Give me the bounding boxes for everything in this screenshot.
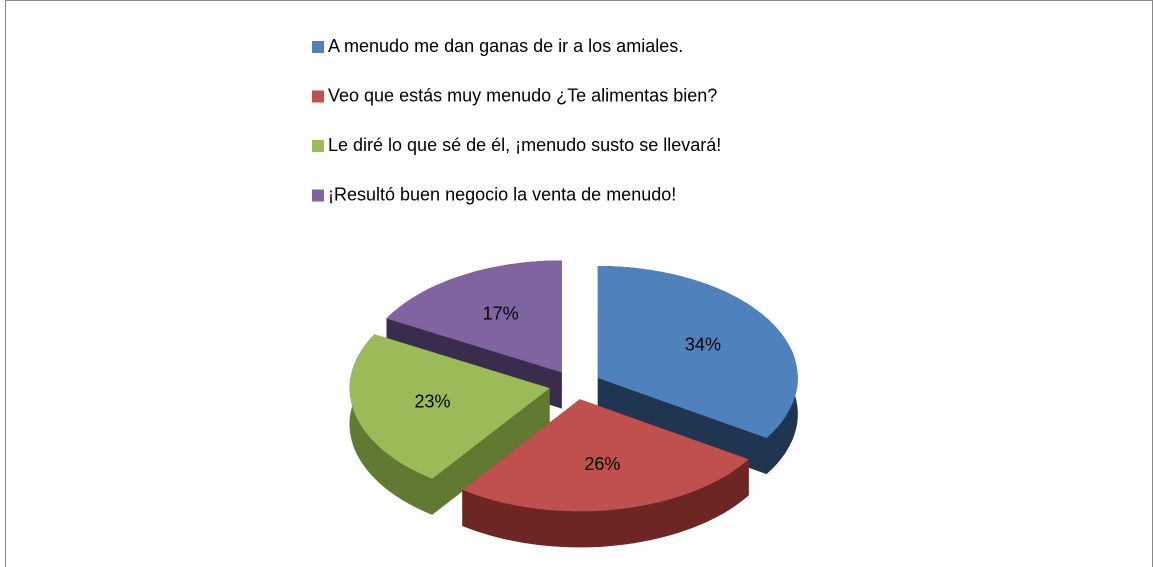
data-label: 34% — [685, 334, 721, 354]
legend-label: ¡Resultó buen negocio la venta de menudo… — [328, 184, 676, 204]
data-label: 17% — [483, 303, 519, 323]
legend-swatch — [312, 41, 324, 53]
slice-wall — [432, 388, 550, 515]
legend-label: Le diré lo que sé de él, ¡menudo susto s… — [328, 135, 721, 155]
legend-label: A menudo me dan ganas de ir a los amiale… — [328, 36, 683, 56]
slice — [462, 399, 749, 512]
slice-side — [462, 459, 749, 548]
data-label: 23% — [415, 392, 451, 412]
legend-swatch — [312, 189, 324, 202]
legend-label: Veo que estás muy menudo ¿Te alimentas b… — [328, 85, 717, 105]
slice — [597, 266, 798, 438]
data-label: 26% — [584, 454, 620, 474]
slice-side — [349, 334, 433, 515]
slice — [349, 334, 550, 479]
legend-swatch — [312, 90, 324, 103]
slice — [386, 260, 562, 373]
slice-wall — [597, 377, 767, 474]
legend-swatch — [312, 140, 324, 152]
